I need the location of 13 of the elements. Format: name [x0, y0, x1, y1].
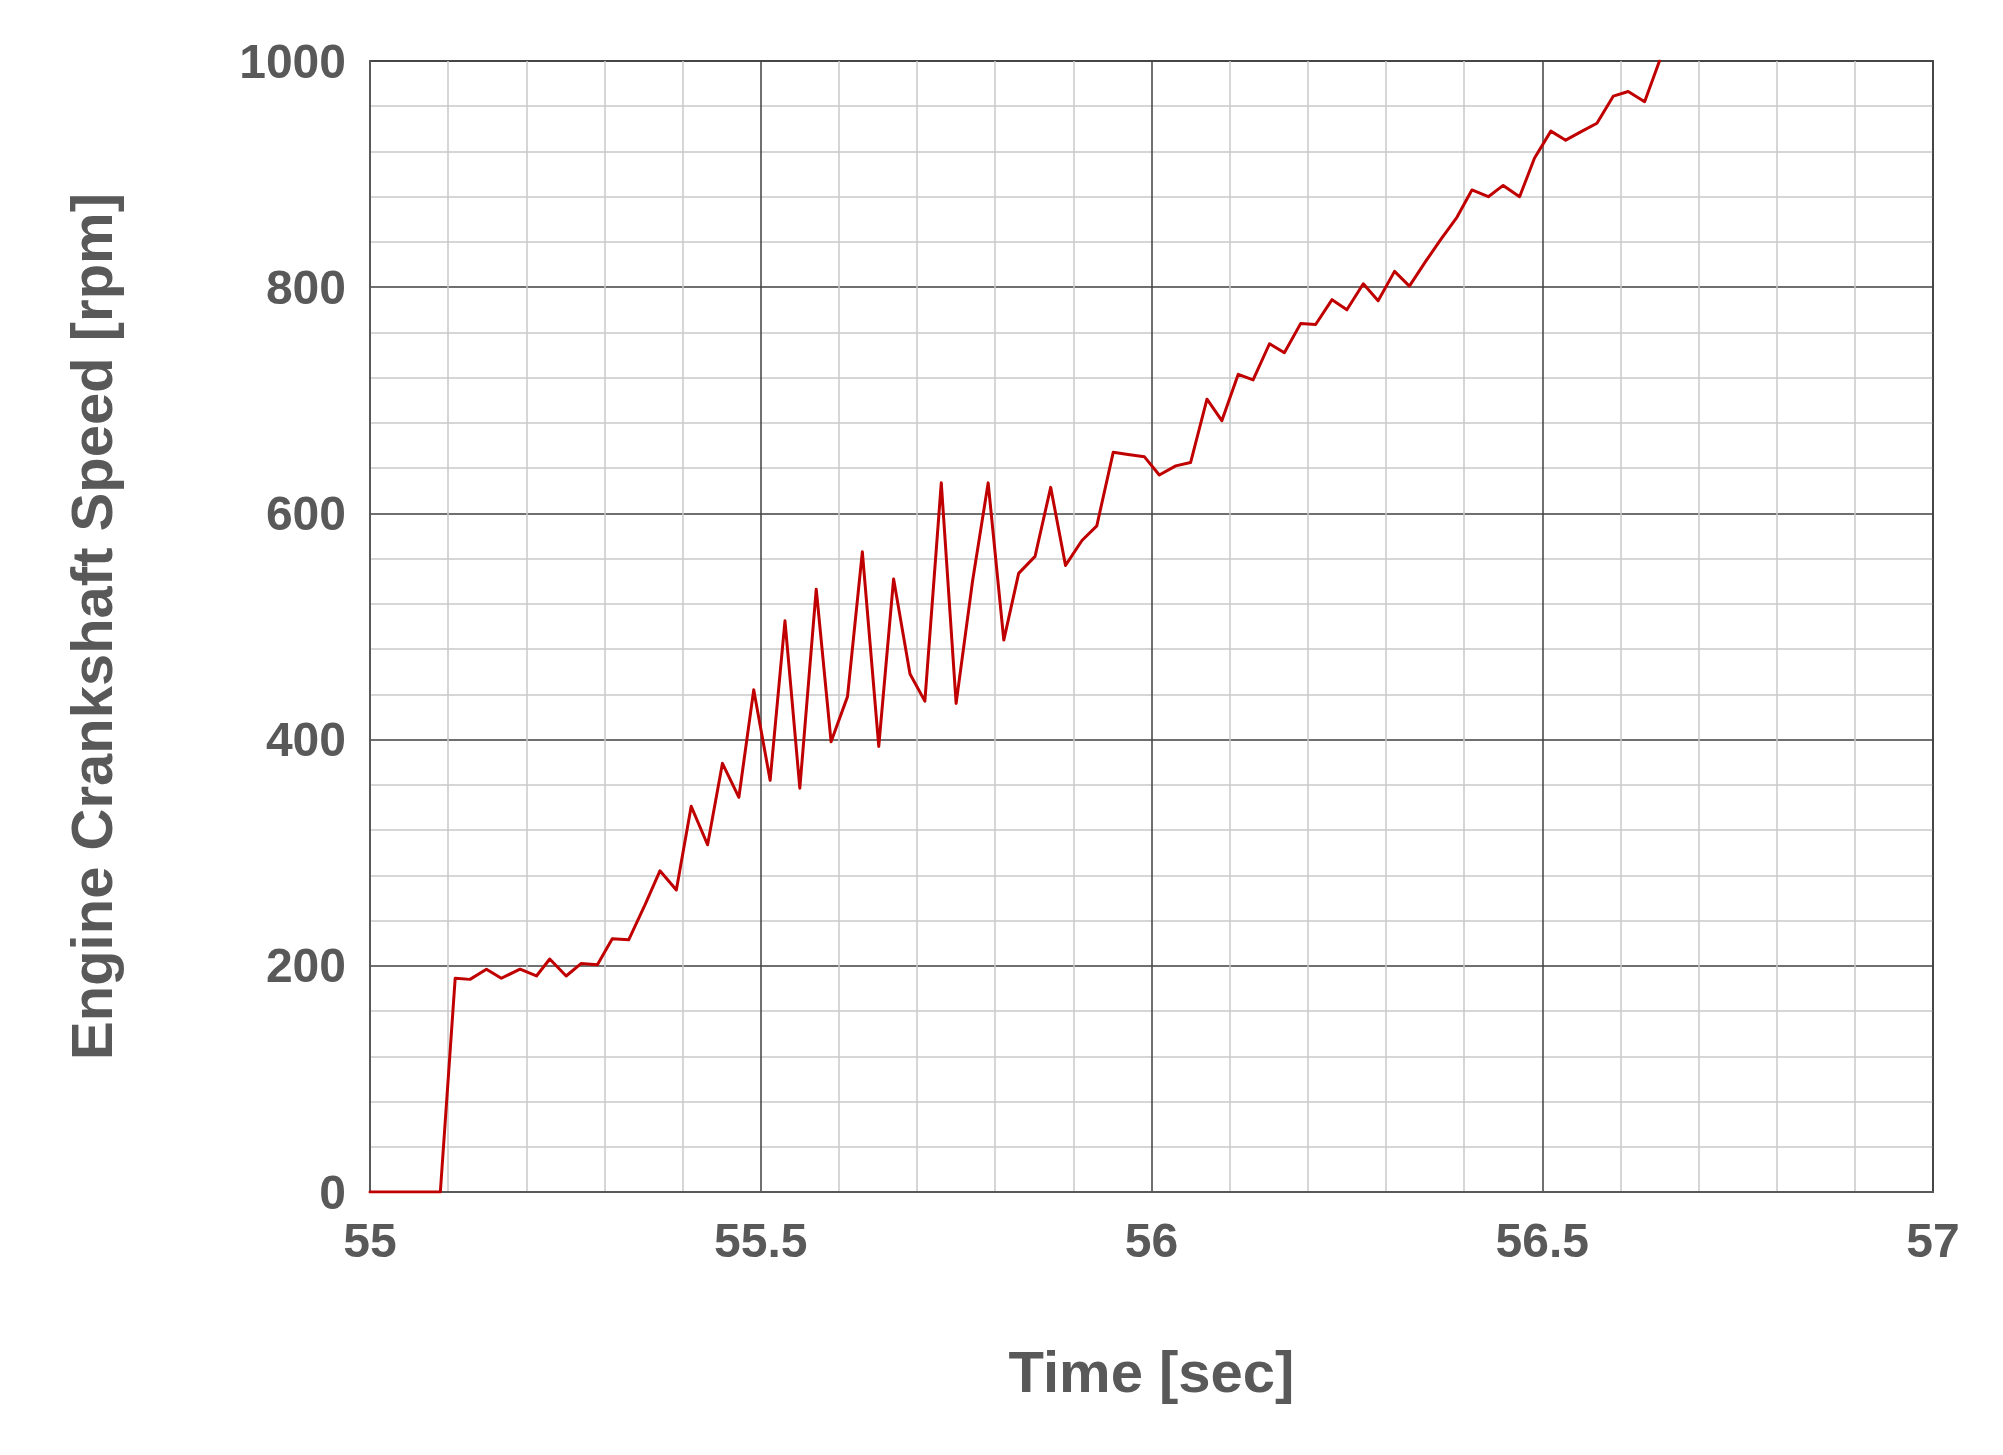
y-tick-label: 800	[265, 260, 346, 314]
x-tick-label: 55	[343, 1213, 397, 1267]
y-tick-label: 200	[265, 939, 346, 993]
y-axis-title: Engine Crankshaft Speed [rpm]	[58, 193, 124, 1060]
y-tick-label: 600	[265, 486, 346, 540]
x-tick-label: 56	[1124, 1213, 1179, 1267]
y-tick-label: 1000	[239, 34, 346, 88]
x-tick-label: 56.5	[1495, 1213, 1589, 1267]
x-tick-label: 55.5	[714, 1213, 808, 1267]
x-axis-title: Time [sec]	[1008, 1338, 1295, 1404]
y-tick-label: 0	[319, 1165, 346, 1219]
x-tick-label: 57	[1906, 1213, 1960, 1267]
y-tick-label: 400	[265, 713, 346, 767]
